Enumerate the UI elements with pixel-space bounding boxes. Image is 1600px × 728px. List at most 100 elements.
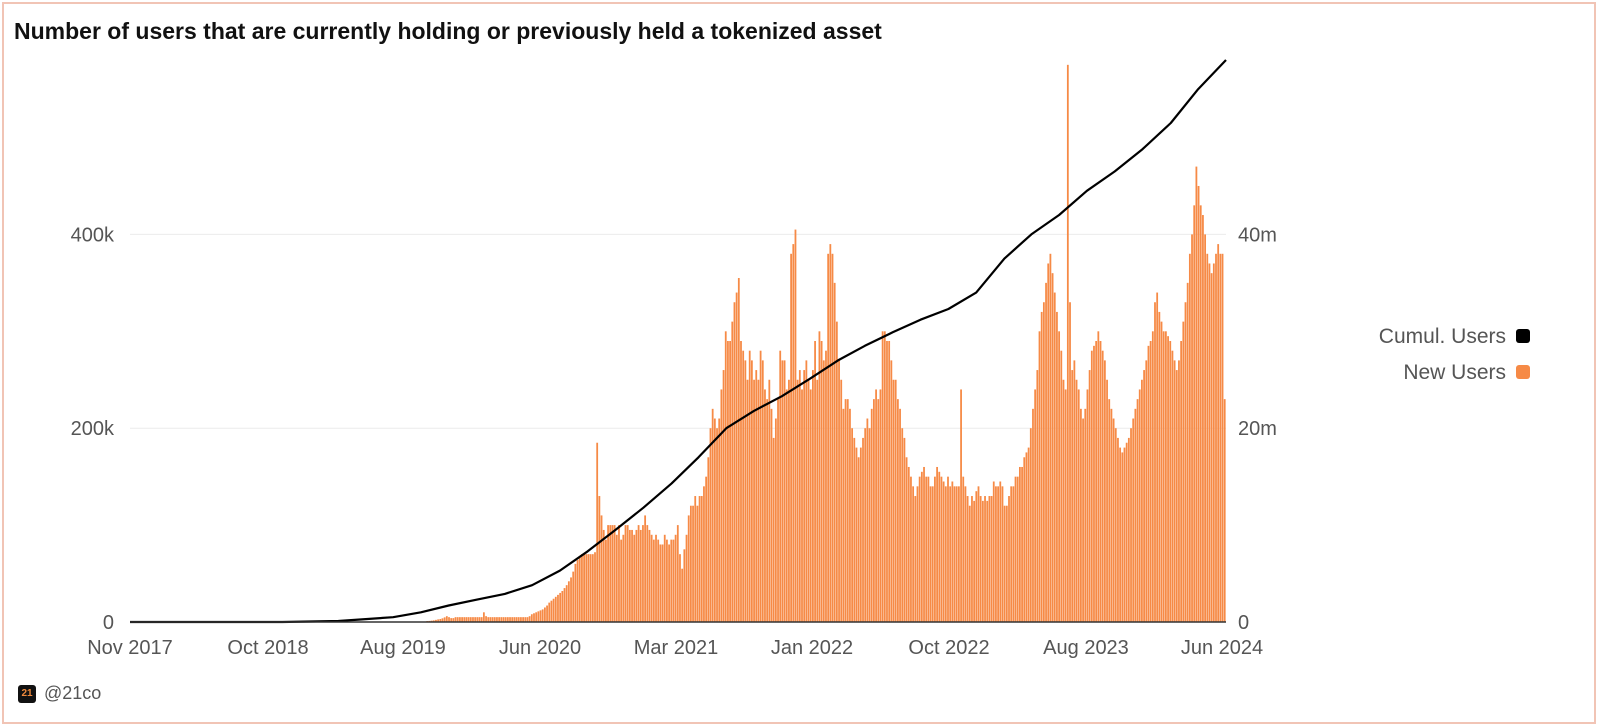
bar bbox=[687, 515, 690, 622]
bar bbox=[731, 321, 734, 622]
bar bbox=[454, 617, 457, 622]
bar bbox=[1156, 292, 1159, 622]
bar bbox=[537, 611, 540, 622]
y-right-tick-label: 0 bbox=[1238, 612, 1249, 634]
bar bbox=[1001, 486, 1004, 622]
chart-title: Number of users that are currently holdi… bbox=[14, 18, 882, 44]
bar bbox=[476, 617, 479, 622]
bar bbox=[794, 229, 797, 622]
bar bbox=[642, 525, 644, 622]
bar bbox=[918, 476, 921, 622]
bar bbox=[942, 481, 945, 622]
bar bbox=[513, 617, 516, 622]
bar bbox=[907, 466, 910, 622]
bar bbox=[1202, 215, 1204, 622]
bar bbox=[816, 379, 819, 622]
bar bbox=[520, 617, 522, 622]
bar bbox=[613, 525, 616, 622]
bar bbox=[668, 544, 670, 622]
bar bbox=[790, 253, 792, 623]
bar bbox=[801, 389, 803, 622]
legend-label: New Users bbox=[1403, 361, 1506, 384]
bar bbox=[964, 486, 967, 622]
bar bbox=[496, 617, 498, 622]
bar bbox=[1117, 437, 1119, 622]
bar bbox=[1019, 466, 1021, 622]
x-tick-label: Oct 2022 bbox=[908, 637, 989, 659]
bar bbox=[879, 389, 882, 622]
bar bbox=[1060, 350, 1063, 622]
bar bbox=[448, 617, 450, 622]
bar bbox=[589, 554, 592, 622]
bar bbox=[960, 389, 962, 622]
brand-logo: 21 bbox=[18, 684, 36, 703]
bar bbox=[1097, 331, 1100, 622]
bar bbox=[720, 389, 723, 622]
x-tick-label: Jan 2022 bbox=[771, 637, 853, 659]
bar bbox=[694, 496, 697, 622]
bar bbox=[1182, 321, 1185, 622]
bar bbox=[1012, 486, 1015, 622]
bar bbox=[729, 341, 731, 622]
bar bbox=[1077, 389, 1080, 622]
bar bbox=[992, 481, 995, 622]
bar bbox=[1106, 379, 1108, 622]
bar bbox=[977, 486, 980, 622]
bar bbox=[474, 617, 477, 622]
bar bbox=[1066, 64, 1069, 623]
bar bbox=[1134, 408, 1137, 622]
bar bbox=[652, 539, 655, 622]
bar bbox=[626, 525, 629, 622]
bar bbox=[511, 617, 514, 622]
bar bbox=[655, 534, 657, 622]
bar bbox=[1038, 331, 1041, 622]
bar bbox=[700, 496, 703, 622]
bar bbox=[796, 379, 799, 622]
bar bbox=[986, 500, 989, 622]
bar bbox=[1084, 408, 1087, 622]
bar bbox=[807, 379, 810, 622]
bar bbox=[805, 360, 808, 622]
bar bbox=[554, 596, 557, 622]
bar bbox=[1027, 447, 1030, 622]
bar bbox=[570, 577, 572, 622]
bar bbox=[953, 486, 956, 622]
bar bbox=[853, 437, 856, 622]
bar bbox=[596, 442, 599, 622]
bar bbox=[835, 321, 838, 622]
bar bbox=[1014, 476, 1017, 622]
bar bbox=[563, 588, 566, 622]
bar bbox=[746, 379, 749, 622]
cumulative-users-line bbox=[130, 59, 1227, 624]
bar bbox=[1145, 360, 1148, 622]
x-tick-label: Oct 2018 bbox=[227, 637, 308, 659]
bar bbox=[1110, 408, 1113, 622]
bar bbox=[622, 534, 625, 622]
bar bbox=[1029, 428, 1032, 622]
bar bbox=[894, 379, 897, 622]
bar bbox=[657, 539, 660, 622]
bar bbox=[925, 476, 928, 622]
bar bbox=[798, 370, 801, 622]
legend-label: Cumul. Users bbox=[1379, 325, 1506, 348]
bar bbox=[877, 399, 880, 622]
bar bbox=[881, 331, 884, 622]
bar bbox=[755, 370, 758, 622]
y-right-tick-label: 20m bbox=[1238, 418, 1277, 440]
y-right-tick-label: 40m bbox=[1238, 224, 1277, 246]
bar bbox=[890, 360, 893, 622]
bar bbox=[827, 253, 830, 623]
bar bbox=[550, 600, 553, 622]
bar bbox=[504, 617, 507, 622]
bar bbox=[724, 331, 727, 622]
bar bbox=[825, 350, 827, 622]
bar bbox=[844, 399, 847, 622]
bar bbox=[676, 525, 679, 622]
bar bbox=[995, 486, 997, 622]
bar bbox=[561, 590, 564, 622]
bar bbox=[703, 486, 705, 622]
bar bbox=[1173, 360, 1176, 622]
bar bbox=[1045, 282, 1047, 622]
bar bbox=[920, 471, 923, 622]
bar bbox=[633, 534, 636, 622]
